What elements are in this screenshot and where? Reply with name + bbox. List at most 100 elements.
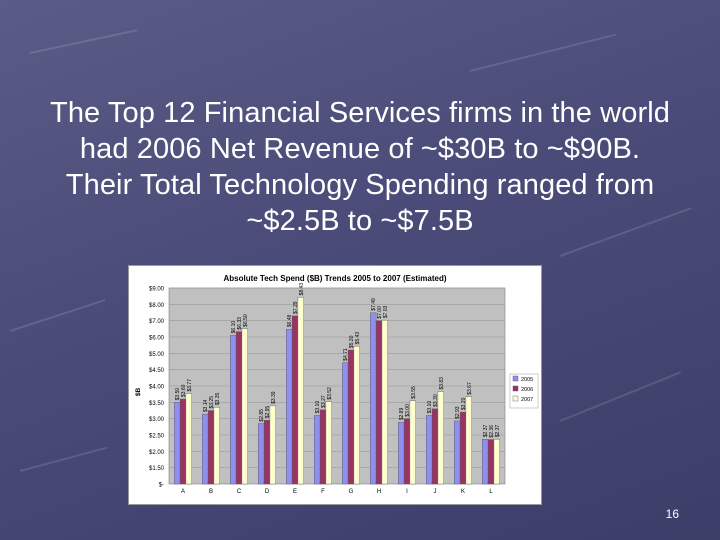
- bar: [291, 315, 299, 485]
- legend-swatch: [512, 385, 519, 392]
- legend-swatch: [512, 375, 519, 382]
- background-streak: [19, 446, 108, 472]
- x-tick-label: G: [349, 489, 354, 495]
- data-label: $2.95: [265, 406, 271, 419]
- data-label: $2.37: [495, 425, 501, 438]
- bar: [381, 319, 388, 485]
- data-label: $3.30: [433, 394, 439, 407]
- headline-line: The Top 12 Financial Services firms in t…: [50, 97, 670, 129]
- data-label: $3.50: [175, 388, 181, 401]
- bar: [487, 439, 495, 485]
- headline-line: had 2006 Net Revenue of ~$30B to ~$90B.: [79, 133, 641, 165]
- bar: [235, 331, 243, 485]
- data-label: $3.00: [405, 404, 411, 417]
- bar: [465, 396, 472, 485]
- chart-svg: Absolute Tech Spend ($B) Trends 2005 to …: [135, 274, 539, 495]
- legend-label: 2005: [521, 377, 533, 383]
- data-label: $3.25: [209, 396, 215, 409]
- x-tick-label: B: [209, 489, 213, 495]
- bar: [493, 439, 500, 485]
- data-label: $5.20: [349, 335, 355, 348]
- legend-label: 2006: [521, 387, 533, 393]
- y-tick-label: $7.00: [149, 319, 165, 325]
- y-tick-label: $3.00: [149, 417, 165, 423]
- y-tick-label: $2.00: [149, 450, 165, 456]
- data-label: $8.43: [299, 283, 305, 296]
- data-label: $3.83: [439, 377, 445, 390]
- data-label: $2.37: [483, 425, 489, 438]
- data-label: $5.43: [355, 332, 361, 345]
- data-label: $7.29: [293, 301, 299, 314]
- y-tick-label: $4.00: [149, 385, 165, 391]
- x-tick-label: D: [265, 489, 270, 495]
- bar: [403, 418, 411, 485]
- bar: [437, 391, 444, 485]
- page-number: 16: [665, 507, 679, 521]
- bar: [319, 409, 327, 485]
- x-tick-label: F: [321, 489, 325, 495]
- bar: [342, 362, 349, 485]
- bar: [286, 328, 293, 485]
- bar: [297, 297, 304, 485]
- data-label: $2.36: [489, 425, 495, 438]
- data-label: $3.55: [411, 386, 417, 399]
- data-label: $7.00: [377, 306, 383, 319]
- bar: [179, 398, 187, 485]
- legend-label: 2007: [521, 397, 533, 403]
- x-tick-label: I: [406, 489, 408, 495]
- bar: [185, 393, 192, 485]
- bar: [459, 411, 467, 485]
- data-label: $3.14: [203, 399, 209, 412]
- bar: [263, 420, 271, 485]
- bar: [426, 415, 433, 485]
- bar: [482, 439, 489, 485]
- data-label: $6.33: [237, 317, 243, 330]
- x-tick-label: H: [377, 489, 381, 495]
- data-label: $6.48: [287, 314, 293, 327]
- tech-spend-chart: Absolute Tech Spend ($B) Trends 2005 to …: [128, 265, 542, 505]
- data-label: $7.49: [371, 298, 377, 311]
- y-tick-label: $-: [159, 483, 164, 489]
- data-label: $7.03: [383, 305, 389, 318]
- background-streak: [29, 29, 138, 54]
- bar: [314, 415, 321, 485]
- x-tick-label: C: [237, 489, 242, 495]
- bar: [347, 349, 355, 485]
- headline-line: ~$2.5B to ~$7.5B: [246, 205, 474, 237]
- data-label: $3.20: [461, 397, 467, 410]
- y-tick-label: $1.50: [149, 466, 165, 472]
- y-tick-label: $6.00: [149, 336, 165, 342]
- bar: [213, 407, 220, 485]
- y-tick-label: $5.00: [149, 352, 165, 358]
- data-label: $2.85: [259, 409, 265, 422]
- data-label: $3.35: [215, 393, 221, 406]
- data-label: $3.27: [321, 395, 327, 408]
- data-label: $4.71: [343, 348, 349, 361]
- bar: [353, 346, 360, 485]
- data-label: $3.10: [315, 401, 321, 414]
- data-label: $3.67: [467, 382, 473, 395]
- background-streak: [469, 33, 616, 72]
- bar: [269, 405, 276, 485]
- y-tick-label: $2.50: [149, 434, 165, 440]
- data-label: $6.10: [231, 321, 237, 334]
- data-label: $2.89: [399, 408, 405, 421]
- bar: [174, 402, 181, 485]
- bar: [409, 400, 416, 485]
- x-tick-label: E: [293, 489, 297, 495]
- legend-swatch: [512, 395, 519, 402]
- bar: [375, 320, 383, 485]
- bar: [241, 328, 248, 485]
- x-tick-label: L: [489, 489, 493, 495]
- bar: [202, 413, 209, 485]
- data-label: $3.52: [327, 387, 333, 400]
- data-label: $3.39: [271, 391, 277, 404]
- bar: [207, 410, 215, 485]
- y-tick-label: $4.50: [149, 368, 165, 374]
- data-label: $3.77: [187, 379, 193, 392]
- headline-line: Their Total Technology Spending ranged f…: [65, 169, 655, 201]
- y-axis-label: $B: [135, 388, 142, 397]
- background-streak: [559, 371, 681, 422]
- y-tick-label: $8.00: [149, 303, 165, 309]
- data-label: $3.10: [427, 401, 433, 414]
